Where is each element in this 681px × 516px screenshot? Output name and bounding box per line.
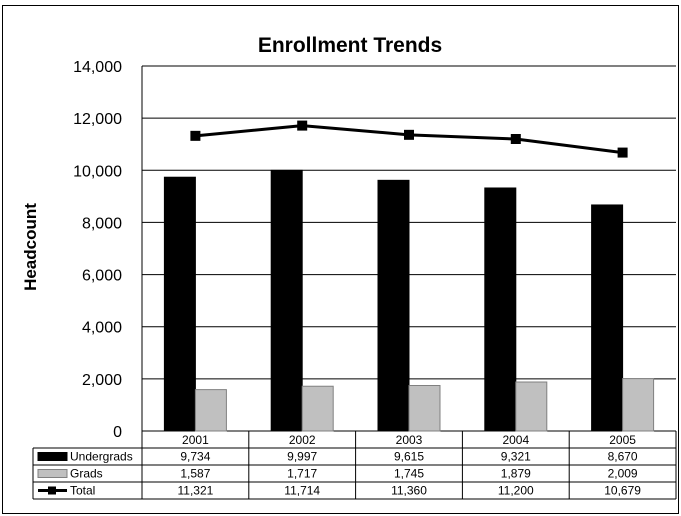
data-label: 9,615 (394, 450, 424, 464)
data-label: 8,670 (608, 450, 638, 464)
x-tick-label: 2002 (289, 433, 316, 447)
bar-grads (408, 385, 441, 432)
total-marker (617, 147, 628, 158)
legend-label: Undergrads (70, 450, 133, 464)
y-tick-label: 8,000 (82, 215, 122, 232)
y-tick-label: 12,000 (73, 111, 122, 128)
data-label: 11,321 (177, 484, 213, 498)
data-label: 11,360 (391, 484, 427, 498)
bar-grads (622, 378, 655, 432)
bar-grads (515, 381, 548, 432)
bar-grads (194, 389, 227, 432)
bar-undergrads (270, 169, 303, 432)
total-marker (404, 129, 414, 140)
data-label: 2,009 (608, 467, 638, 481)
data-label: 10,679 (604, 484, 641, 498)
chart-title: Enrollment Trends (258, 34, 442, 57)
x-tick-label: 2003 (396, 433, 423, 447)
total-marker (190, 130, 201, 141)
data-label: 1,717 (287, 467, 317, 481)
bars (163, 169, 655, 432)
y-tick-label: 14,000 (73, 59, 122, 76)
y-tick-labels: 0 2,000 4,000 6,000 8,000 10,000 12,000 14,000 (73, 59, 122, 441)
data-label: 9,321 (501, 450, 531, 464)
legend-label: Total (70, 484, 95, 498)
legend-key-undergrads (37, 452, 68, 461)
bar-undergrads (484, 187, 517, 432)
data-label: 11,200 (498, 484, 534, 498)
legend-key-marker (48, 486, 56, 495)
data-label: 1,587 (180, 467, 210, 481)
total-line-series (190, 120, 628, 158)
x-tick-label: 2001 (182, 433, 209, 447)
x-tick-label: 2004 (502, 433, 529, 447)
y-axis-label: Headcount (21, 203, 40, 291)
data-label: 1,745 (394, 467, 424, 481)
bar-undergrads (163, 176, 196, 432)
total-marker (510, 134, 521, 144)
y-tick-label: 2,000 (82, 372, 122, 389)
data-label: 9,997 (287, 450, 317, 464)
data-table: 2001 2002 2003 2004 2005 Undergrads 9,734 9,997… (32, 431, 677, 500)
bar-grads (301, 385, 334, 432)
legend-key-grads (37, 469, 68, 478)
data-label: 11,714 (284, 484, 320, 498)
y-tick-label: 10,000 (73, 163, 122, 180)
y-tick-label: 6,000 (82, 268, 122, 285)
bar-undergrads (591, 204, 624, 432)
x-tick-label: 2005 (609, 433, 636, 447)
total-marker (297, 120, 308, 131)
y-tick-label: 0 (113, 424, 122, 441)
bar-undergrads (377, 179, 410, 432)
y-tick-label: 4,000 (82, 320, 122, 337)
legend-label: Grads (70, 467, 103, 481)
data-label: 9,734 (180, 450, 210, 464)
chart-border (2, 5, 679, 514)
data-label: 1,879 (501, 467, 531, 481)
